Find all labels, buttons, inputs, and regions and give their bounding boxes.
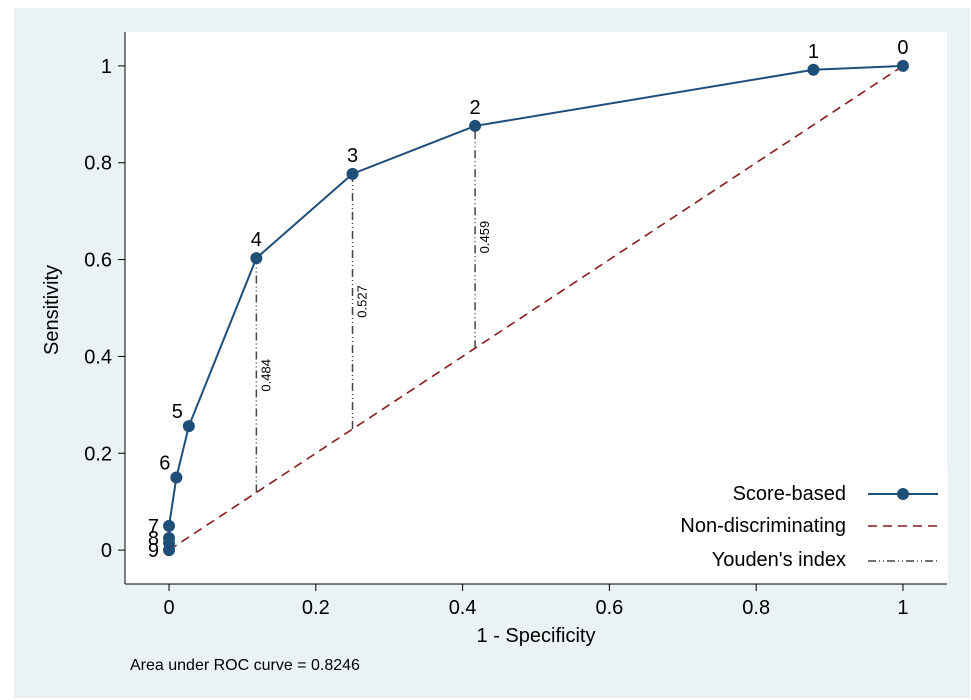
x-tick-label: 0.4 [449,597,477,619]
x-tick-label: 0.8 [742,597,770,619]
score-based-point [182,420,195,433]
legend-marker-score-based [897,488,909,500]
x-tick-label: 0.6 [595,597,623,619]
score-based-point [163,519,176,532]
point-label: 3 [347,145,358,167]
point-label: 1 [808,41,819,63]
x-tick-label: 1 [897,597,908,619]
x-axis-ticks: 0 0.2 0.4 0.6 0.8 1 [163,584,909,619]
legend-label-youden-index: Youden's index [712,549,846,571]
score-based-point [346,167,359,180]
y-axis-title: Sensitivity [41,265,63,355]
point-label: 2 [470,97,481,119]
y-tick-label: 0.8 [84,153,112,175]
y-tick-label: 0.6 [84,250,112,272]
y-tick-label: 0.4 [84,346,112,368]
x-tick-label: 0 [163,597,174,619]
x-axis-title: 1 - Specificity [477,625,596,647]
score-based-point [469,119,482,132]
score-based-point [250,252,263,265]
score-based-point [170,471,183,484]
y-tick-label: 0.2 [84,443,112,465]
youden-value-label: 0.527 [355,285,370,318]
legend-label-score-based: Score-based [733,483,846,505]
score-based-curve: 987 6 5 4 3 2 1 0 [148,37,909,562]
non-discriminating-series-line [168,65,904,551]
y-tick-label: 1 [101,56,112,78]
legend-label-non-discriminating: Non-discriminating [680,515,846,537]
legend: Score-based Non-discriminating Youden's … [632,470,948,583]
score-based-point [896,59,909,72]
point-label: 8 [148,528,159,550]
point-label: 0 [897,37,908,59]
youden-value-label: 0.459 [477,221,492,254]
point-label: 9 [148,540,159,562]
youden-value-label: 0.484 [258,359,273,392]
non-discriminating-line [168,65,904,551]
point-label: 6 [159,452,170,474]
score-based-point [163,532,176,544]
point-label: 7 [148,516,159,538]
point-label: 5 [172,401,183,423]
x-tick-label: 0.2 [302,597,330,619]
legend-box [632,470,948,583]
y-axis-ticks: 0 0.2 0.4 0.6 0.8 1 [84,56,125,562]
point-label: 4 [251,229,262,251]
y-tick-label: 0 [101,540,112,562]
score-based-point [807,63,820,76]
youden-index-lines: 0.484 0.527 0.459 [255,125,492,493]
auc-note: Area under ROC curve = 0.8246 [130,657,360,674]
